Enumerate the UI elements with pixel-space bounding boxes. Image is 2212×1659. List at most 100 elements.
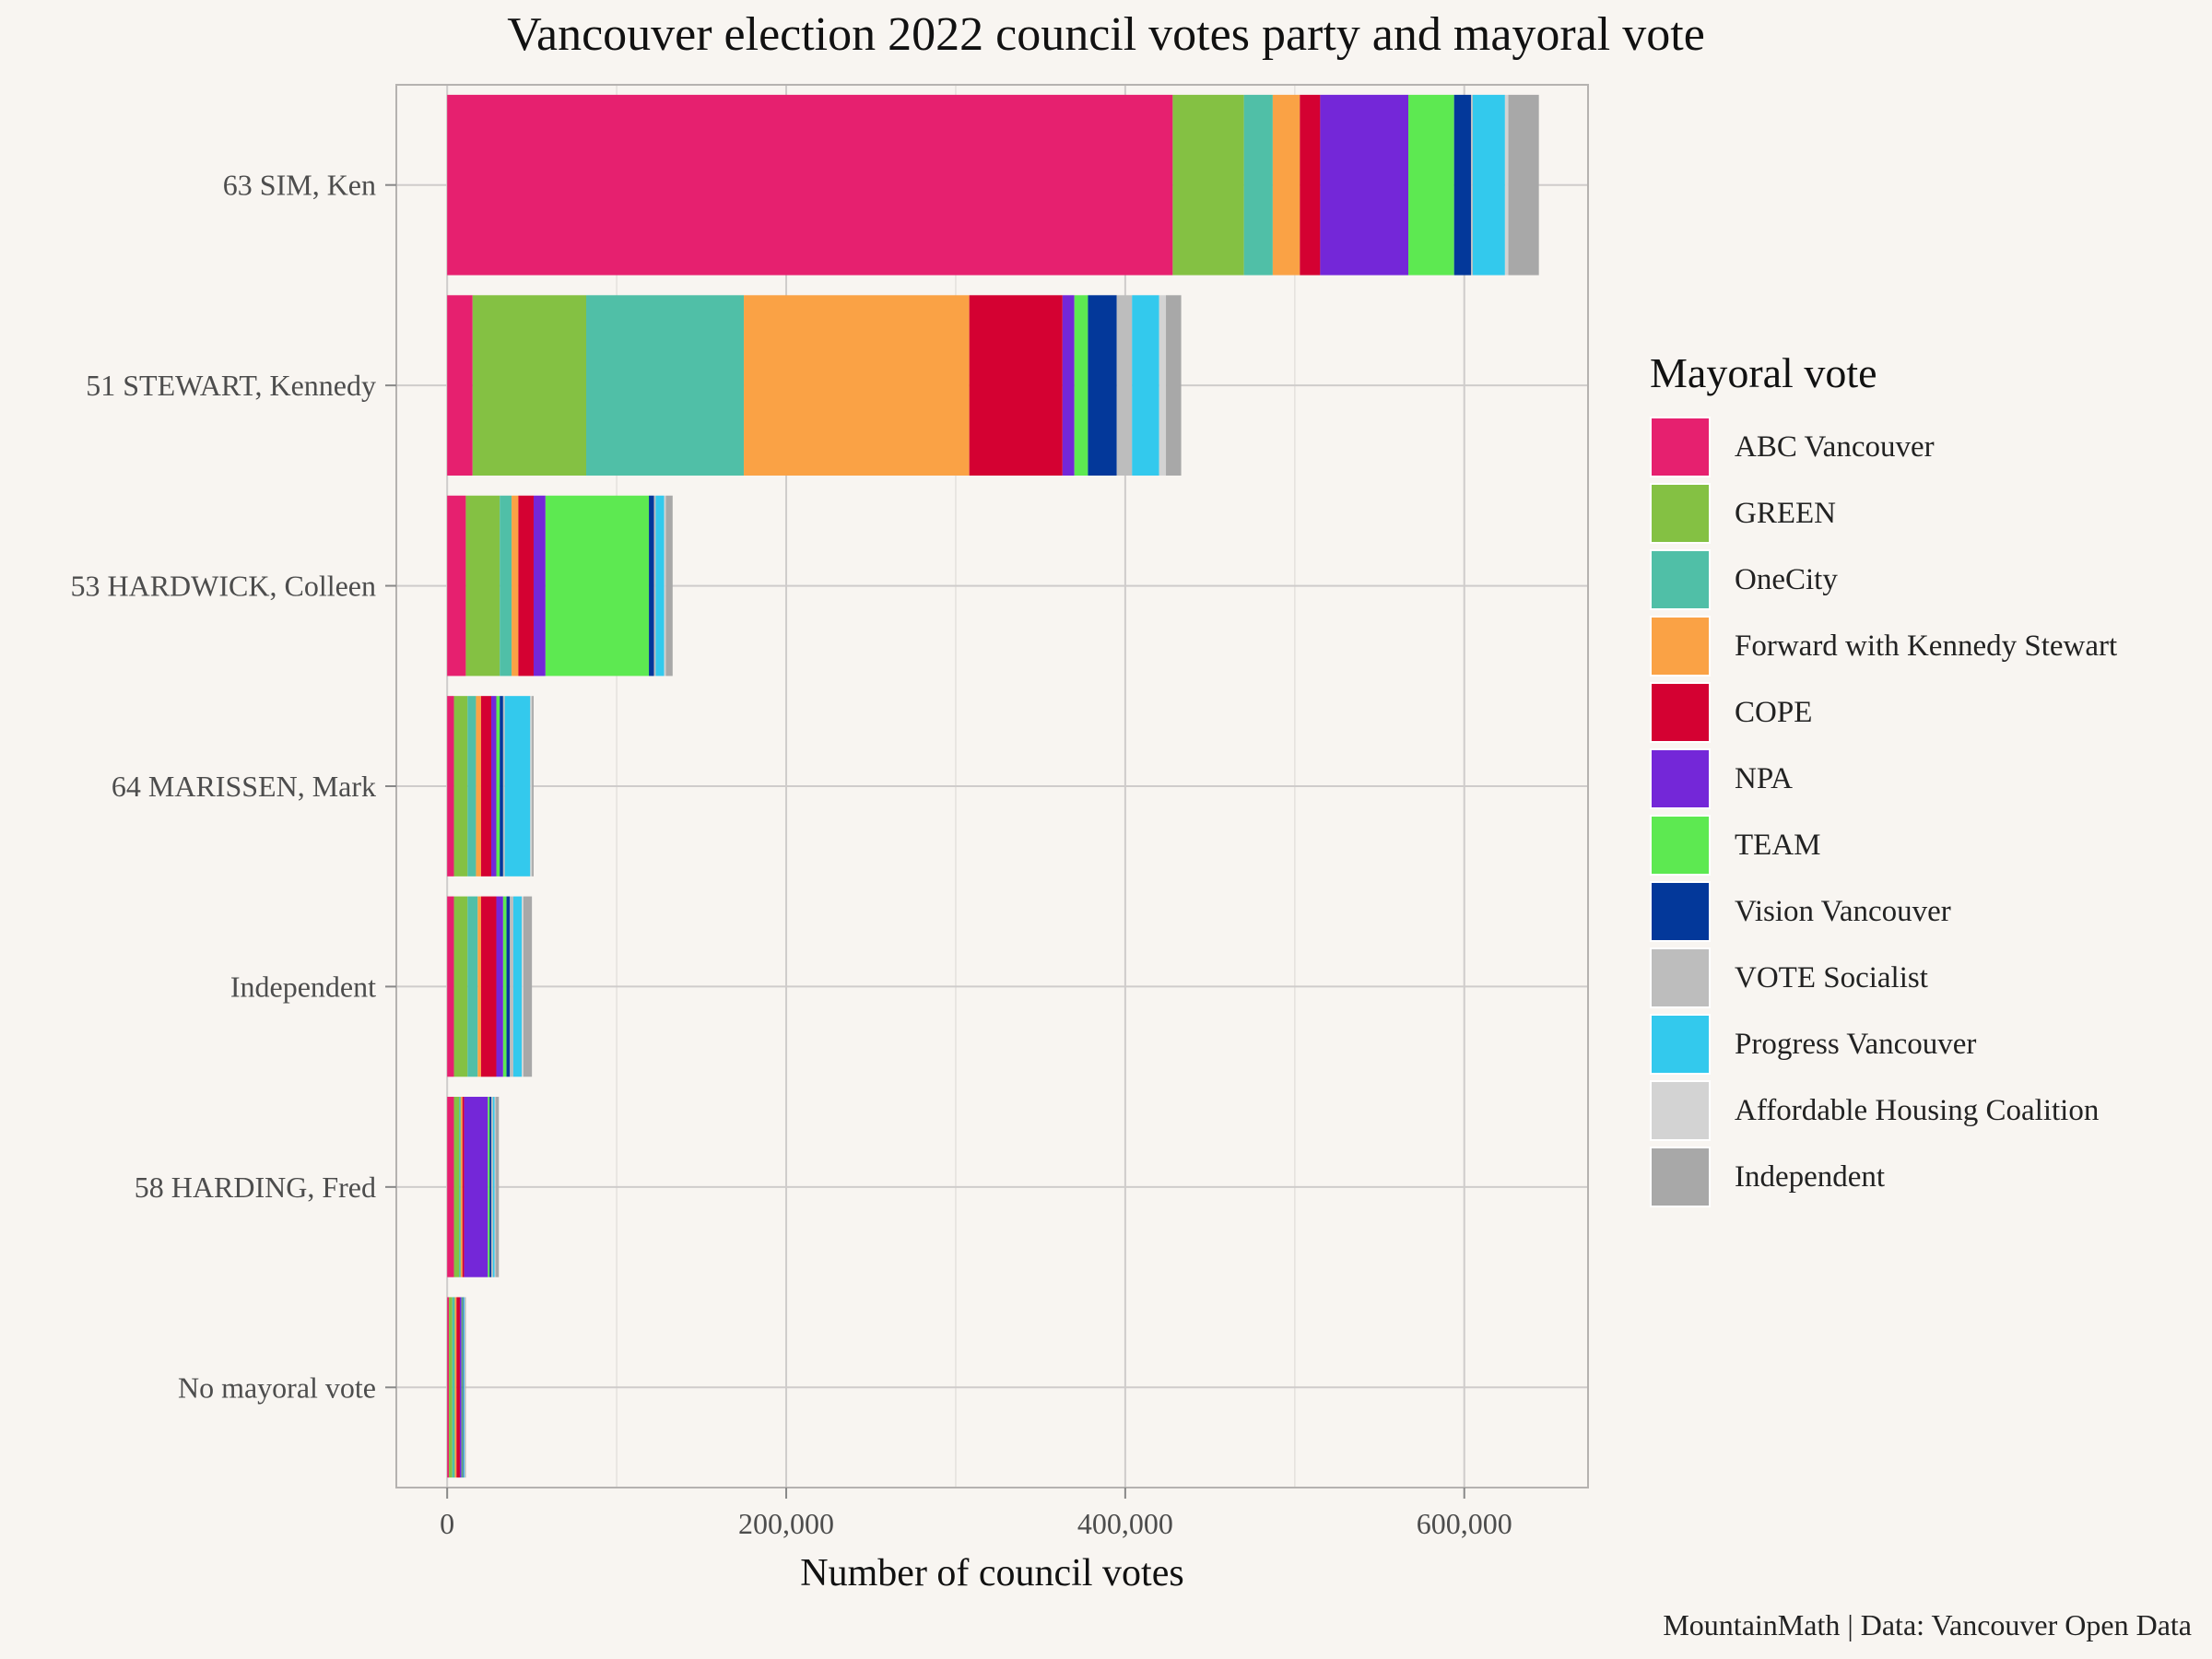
bar-segment	[462, 1097, 465, 1277]
legend-label: GREEN	[1735, 496, 1836, 530]
bar-segment	[510, 896, 513, 1077]
bar-segment	[1132, 295, 1159, 476]
legend-swatch	[1650, 815, 1711, 876]
bar-segment	[462, 1297, 464, 1478]
bar-segment	[459, 1097, 461, 1277]
bar-segment	[545, 495, 650, 677]
bar-segment	[512, 896, 523, 1077]
x-tick-label: 200,000	[738, 1507, 834, 1540]
bar-segment	[502, 896, 507, 1077]
bar-segment	[1300, 94, 1321, 276]
legend-swatch	[1650, 1147, 1711, 1207]
bar-segment	[464, 1297, 465, 1478]
bar-segment	[653, 495, 656, 677]
bar-segment	[447, 696, 454, 877]
bar-segment	[447, 94, 1173, 276]
x-axis-title: Number of council votes	[800, 1552, 1183, 1594]
legend-label: TEAM	[1735, 828, 1821, 862]
bar-segment	[744, 295, 970, 476]
bar-segment	[467, 696, 477, 877]
legend: Mayoral vote ABC Vancouver GREEN OneCity Fo…	[1650, 348, 2117, 1210]
legend-swatch	[1650, 682, 1711, 743]
bar-segment	[453, 1097, 460, 1277]
bar-segment	[490, 696, 497, 877]
bar-segment	[490, 1097, 493, 1277]
bar-segment	[453, 896, 468, 1077]
bar-segment	[453, 696, 468, 877]
bar-segment	[464, 1097, 488, 1277]
bar-segment	[1243, 94, 1273, 276]
x-tick-label: 0	[440, 1507, 454, 1540]
bar-segment	[465, 495, 500, 677]
y-tick-label: 51 STEWART, Kennedy	[86, 369, 376, 402]
bar-segment	[447, 295, 473, 476]
legend-label: COPE	[1735, 695, 1813, 729]
bar-segment	[532, 696, 534, 877]
bar-segment	[518, 495, 534, 677]
legend-items: ABC Vancouver GREEN OneCity Forward with Ke…	[1650, 414, 2117, 1210]
bar-segment	[969, 295, 1063, 476]
legend-item: COPE	[1650, 679, 2117, 746]
legend-swatch	[1650, 881, 1711, 942]
bar-segment	[504, 696, 531, 877]
legend-item: VOTE Socialist	[1650, 945, 2117, 1011]
bar-segment	[500, 495, 512, 677]
legend-label: NPA	[1735, 761, 1793, 795]
legend-swatch	[1650, 616, 1711, 677]
bar-segment	[1166, 295, 1182, 476]
bar-segment	[495, 1097, 500, 1277]
bar-segment	[447, 896, 454, 1077]
bar-segment	[649, 495, 654, 677]
y-tick-label: 53 HARDWICK, Colleen	[70, 570, 376, 603]
y-tick-label: No mayoral vote	[178, 1371, 376, 1404]
legend-label: ABC Vancouver	[1735, 429, 1935, 464]
y-tick-label: 64 MARISSEN, Mark	[112, 770, 376, 803]
bar-segment	[533, 495, 546, 677]
bar-segment	[447, 1097, 454, 1277]
legend-item: GREEN	[1650, 480, 2117, 547]
bar-segment	[512, 495, 519, 677]
bar-segment	[452, 1297, 455, 1478]
bar-segment	[523, 896, 533, 1077]
x-tick-label: 400,000	[1077, 1507, 1173, 1540]
bar-segment	[494, 1097, 496, 1277]
bar-segment	[1408, 94, 1454, 276]
bar-segment	[480, 896, 497, 1077]
legend-swatch	[1650, 549, 1711, 610]
legend-swatch	[1650, 417, 1711, 477]
bars-layer	[447, 94, 1539, 1478]
legend-item: TEAM	[1650, 812, 2117, 878]
bar-segment	[1088, 295, 1117, 476]
legend-label: Progress Vancouver	[1735, 1027, 1977, 1061]
bar-segment	[449, 1297, 453, 1478]
bar-segment	[461, 1297, 463, 1478]
bar-segment	[456, 1297, 460, 1478]
legend-swatch	[1650, 1080, 1711, 1141]
legend-item: Progress Vancouver	[1650, 1011, 2117, 1077]
caption: MountainMath | Data: Vancouver Open Data	[1663, 1608, 2192, 1641]
axis-layer: 63 SIM, Ken 51 STEWART, Kennedy 53 HARDWIC…	[70, 84, 1589, 1594]
bar-segment	[1062, 295, 1075, 476]
bar-segment	[459, 1297, 462, 1478]
legend-label: Affordable Housing Coalition	[1735, 1093, 2100, 1127]
legend-swatch	[1650, 1014, 1711, 1075]
bar-segment	[489, 1097, 491, 1277]
y-tick-label: Independent	[230, 970, 376, 1003]
bar-segment	[1172, 94, 1244, 276]
legend-title: Mayoral vote	[1650, 349, 1877, 396]
bar-segment	[1159, 295, 1167, 476]
legend-item: NPA	[1650, 746, 2117, 812]
bar-segment	[1320, 94, 1409, 276]
bar-segment	[1471, 94, 1473, 276]
bar-segment	[585, 295, 745, 476]
bar-segment	[454, 1297, 457, 1478]
bar-segment	[460, 1097, 463, 1277]
bar-segment	[1504, 94, 1509, 276]
bar-segment	[1453, 94, 1472, 276]
bar-segment	[1272, 94, 1300, 276]
legend-label: Forward with Kennedy Stewart	[1735, 629, 2118, 663]
bar-segment	[664, 495, 666, 677]
legend-label: VOTE Socialist	[1735, 960, 1928, 994]
